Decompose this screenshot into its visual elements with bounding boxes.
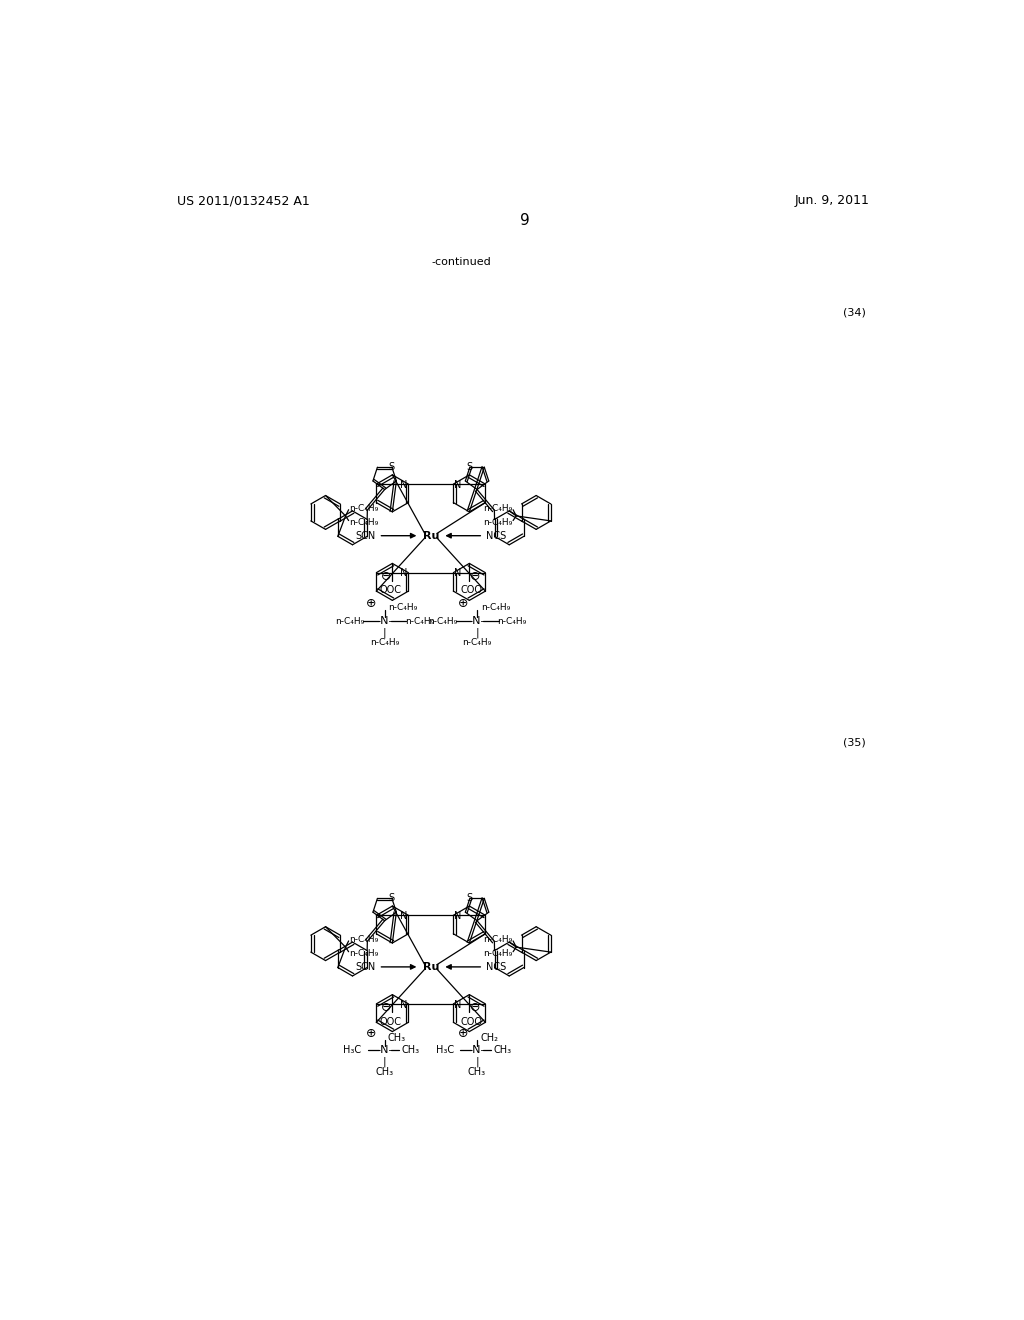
Text: ⊖: ⊖ — [470, 1001, 481, 1014]
Text: H₃C: H₃C — [343, 1045, 361, 1055]
Text: S: S — [467, 462, 473, 473]
Text: Ru: Ru — [423, 962, 439, 972]
Text: ⊕: ⊕ — [366, 597, 376, 610]
Text: n-C₄H₉: n-C₄H₉ — [483, 517, 512, 527]
Text: —N—: —N— — [462, 616, 493, 626]
Text: CH₃: CH₃ — [376, 1067, 393, 1077]
Text: H₃C: H₃C — [436, 1045, 454, 1055]
Text: COO: COO — [461, 1016, 482, 1027]
Text: —N—: —N— — [370, 1045, 400, 1055]
Text: N: N — [400, 911, 408, 921]
Text: CH₃: CH₃ — [388, 1032, 406, 1043]
Text: -continued: -continued — [432, 257, 492, 268]
Text: (35): (35) — [843, 737, 866, 747]
Text: n-C₄H₉: n-C₄H₉ — [370, 639, 399, 647]
Text: US 2011/0132452 A1: US 2011/0132452 A1 — [177, 194, 309, 207]
Text: ⊖: ⊖ — [381, 1001, 391, 1014]
Text: N: N — [455, 480, 462, 490]
Text: S: S — [467, 894, 473, 903]
Text: n-C₄H₉: n-C₄H₉ — [388, 603, 418, 611]
Text: n-C₄H₉: n-C₄H₉ — [497, 616, 526, 626]
Text: n-C₄H₉: n-C₄H₉ — [428, 616, 457, 626]
Text: CH₃: CH₃ — [494, 1045, 512, 1055]
Text: N: N — [400, 569, 408, 578]
Text: SCN: SCN — [355, 962, 376, 972]
Text: CH₂: CH₂ — [480, 1032, 498, 1043]
Text: NCS: NCS — [486, 531, 507, 541]
Text: N: N — [455, 911, 462, 921]
Text: (34): (34) — [843, 308, 866, 317]
Text: n-C₄H₉: n-C₄H₉ — [336, 616, 365, 626]
Text: ⊕: ⊕ — [366, 1027, 376, 1040]
Text: n-C₄H₉: n-C₄H₉ — [481, 603, 510, 611]
Text: n-C₄H₉: n-C₄H₉ — [483, 504, 512, 512]
Text: |: | — [383, 627, 386, 638]
Text: N: N — [400, 999, 408, 1010]
Text: CH₃: CH₃ — [468, 1067, 486, 1077]
Text: 9: 9 — [520, 213, 529, 227]
Text: N: N — [400, 480, 408, 490]
Text: Ru: Ru — [423, 531, 439, 541]
Text: n-C₄H₉: n-C₄H₉ — [349, 517, 379, 527]
Text: —N—: —N— — [370, 616, 400, 626]
Text: n-C₄H₉: n-C₄H₉ — [349, 504, 379, 512]
Text: OOC: OOC — [379, 585, 401, 595]
Text: |: | — [383, 1056, 386, 1067]
Text: n-C₄H₉: n-C₄H₉ — [349, 935, 379, 944]
Text: n-C₄H₉: n-C₄H₉ — [483, 935, 512, 944]
Text: SCN: SCN — [355, 531, 376, 541]
Text: ⊖: ⊖ — [381, 570, 391, 583]
Text: OOC: OOC — [379, 1016, 401, 1027]
Text: COO: COO — [461, 585, 482, 595]
Text: ⊕: ⊕ — [458, 1027, 468, 1040]
Text: N: N — [455, 999, 462, 1010]
Text: S: S — [389, 894, 395, 903]
Text: Jun. 9, 2011: Jun. 9, 2011 — [795, 194, 869, 207]
Text: n-C₄H₉: n-C₄H₉ — [483, 949, 512, 958]
Text: ⊕: ⊕ — [458, 597, 468, 610]
Text: n-C₄H₉: n-C₄H₉ — [404, 616, 434, 626]
Text: n-C₄H₉: n-C₄H₉ — [463, 639, 492, 647]
Text: —N—: —N— — [462, 1045, 493, 1055]
Text: |: | — [475, 1056, 479, 1067]
Text: n-C₄H₉: n-C₄H₉ — [349, 949, 379, 958]
Text: |: | — [475, 627, 479, 638]
Text: NCS: NCS — [486, 962, 507, 972]
Text: CH₃: CH₃ — [401, 1045, 420, 1055]
Text: ⊖: ⊖ — [470, 570, 481, 583]
Text: N: N — [455, 569, 462, 578]
Text: S: S — [389, 462, 395, 473]
